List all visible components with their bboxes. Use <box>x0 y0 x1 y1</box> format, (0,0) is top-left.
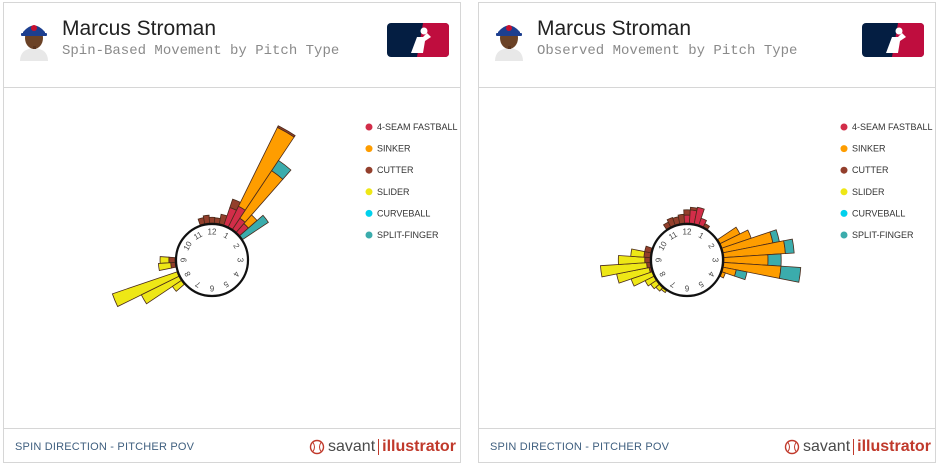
chart-subtitle: Spin-Based Movement by Pitch Type <box>62 43 340 59</box>
legend-swatch-split-finger <box>365 231 373 239</box>
clock-label-9: 9 <box>180 257 189 262</box>
clock-label-6: 6 <box>209 284 214 293</box>
legend-label-split-finger: SPLIT-FINGER <box>377 230 439 240</box>
clock-label-9: 9 <box>655 257 664 262</box>
baseball-icon <box>784 439 800 455</box>
radial-chart-area: 12 1 2 3 4 5 6 7 8 9 10 11 4-SEAM FASTBALL SINKER CUTT… <box>4 88 460 428</box>
clock-label-6: 6 <box>684 284 689 293</box>
clock-label-12: 12 <box>208 228 217 237</box>
clock-label-2: 2 <box>706 242 716 251</box>
legend-label-slider: SLIDER <box>377 187 410 197</box>
clock-label-4: 4 <box>231 270 241 279</box>
legend-swatch-sinker <box>840 145 848 153</box>
bar-cutter-270 <box>644 256 651 264</box>
bar-cutter-0 <box>208 216 216 224</box>
brand-illustrator-text: illustrator <box>382 438 456 455</box>
card-header: Marcus Stroman Spin-Based Movement by Pi… <box>4 3 460 88</box>
bar-slider-270 <box>159 256 170 264</box>
clock-label-5: 5 <box>696 279 705 289</box>
bar-cutter-30 <box>276 125 296 138</box>
legend-swatch-curveball <box>840 209 848 217</box>
legend-label-split-finger: SPLIT-FINGER <box>852 230 914 240</box>
savant-illustrator-brand: savant illustrator <box>784 436 931 458</box>
clock-label-12: 12 <box>683 228 692 237</box>
bar-slider-262.5 <box>600 262 648 278</box>
chart-subtitle: Observed Movement by Pitch Type <box>537 43 798 59</box>
bar-slider-262.5 <box>157 262 172 271</box>
bar-slider-277.5 <box>630 248 646 258</box>
bar-split-finger-105 <box>734 269 748 281</box>
brand-savant-text: savant <box>328 438 376 455</box>
bar-slider-270 <box>617 255 646 265</box>
card-footer: SPIN DIRECTION - PITCHER POV savant illu… <box>4 428 460 463</box>
mlb-logo <box>862 23 924 57</box>
legend-label-fastball: 4-SEAM FASTBALL <box>852 122 933 132</box>
radial-chart-area: 12 1 2 3 4 5 6 7 8 9 10 11 4-SEAM FASTBALL SINKER CUTT… <box>479 88 935 428</box>
brand-separator <box>378 439 380 455</box>
chart-card-observed: Marcus Stroman Observed Movement by Pitc… <box>478 2 936 463</box>
clock-label-5: 5 <box>221 279 230 289</box>
bar-split-finger-90 <box>767 253 782 267</box>
bar-split-finger-97.5 <box>778 265 802 283</box>
legend-swatch-sinker <box>365 145 373 153</box>
bar-cutter-7.5 <box>213 217 221 225</box>
legend-label-cutter: CUTTER <box>852 165 889 175</box>
legend-swatch-fastball <box>840 123 848 131</box>
legend-swatch-curveball <box>365 209 373 217</box>
clock-label-3: 3 <box>236 258 245 263</box>
legend-swatch-slider <box>365 188 373 196</box>
legend-swatch-slider <box>840 188 848 196</box>
clock-label-7: 7 <box>668 279 677 289</box>
player-name: Marcus Stroman <box>537 17 692 40</box>
clock-label-1: 1 <box>697 231 706 241</box>
clock-label-1: 1 <box>222 231 231 241</box>
player-name: Marcus Stroman <box>62 17 217 40</box>
player-avatar <box>495 25 523 61</box>
legend-swatch-cutter <box>365 166 373 174</box>
clock-face <box>174 222 250 298</box>
legend-label-curveball: CURVEBALL <box>377 208 430 218</box>
legend-label-sinker: SINKER <box>852 144 886 154</box>
card-header: Marcus Stroman Observed Movement by Pitc… <box>479 3 935 88</box>
legend-label-cutter: CUTTER <box>377 165 414 175</box>
brand-savant-text: savant <box>803 438 851 455</box>
bar-cutter-270 <box>168 256 176 264</box>
chart-card-spin-based: Marcus Stroman Spin-Based Movement by Pi… <box>3 2 461 463</box>
brand-separator <box>853 439 855 455</box>
legend-label-sinker: SINKER <box>377 144 411 154</box>
mlb-logo <box>387 23 449 57</box>
spin-direction-label: SPIN DIRECTION - PITCHER POV <box>490 441 670 453</box>
bar-split-finger-82.5 <box>783 238 795 254</box>
clock-label-3: 3 <box>711 258 720 263</box>
legend-swatch-fastball <box>365 123 373 131</box>
bar-split-finger-37.5 <box>271 159 292 180</box>
legend-swatch-cutter <box>840 166 848 174</box>
legend-label-curveball: CURVEBALL <box>852 208 905 218</box>
legend-label-fastball: 4-SEAM FASTBALL <box>377 122 458 132</box>
clock-label-8: 8 <box>182 269 192 278</box>
bar-cutter-7.5 <box>689 206 698 212</box>
spin-direction-label: SPIN DIRECTION - PITCHER POV <box>15 441 195 453</box>
bar-cutter-0 <box>683 209 691 216</box>
savant-illustrator-brand: savant illustrator <box>309 436 456 458</box>
clock-label-8: 8 <box>657 269 667 278</box>
clock-face <box>649 222 725 298</box>
brand-illustrator-text: illustrator <box>857 438 931 455</box>
clock-label-7: 7 <box>193 279 202 289</box>
player-avatar <box>20 25 48 61</box>
legend-swatch-split-finger <box>840 231 848 239</box>
bar-cutter-352.5 <box>202 214 211 225</box>
clock-label-2: 2 <box>231 242 241 251</box>
clock-label-4: 4 <box>706 270 716 279</box>
baseball-icon <box>309 439 325 455</box>
bar-fastball-0 <box>683 214 691 224</box>
legend-label-slider: SLIDER <box>852 187 885 197</box>
card-footer: SPIN DIRECTION - PITCHER POV savant illu… <box>479 428 935 463</box>
